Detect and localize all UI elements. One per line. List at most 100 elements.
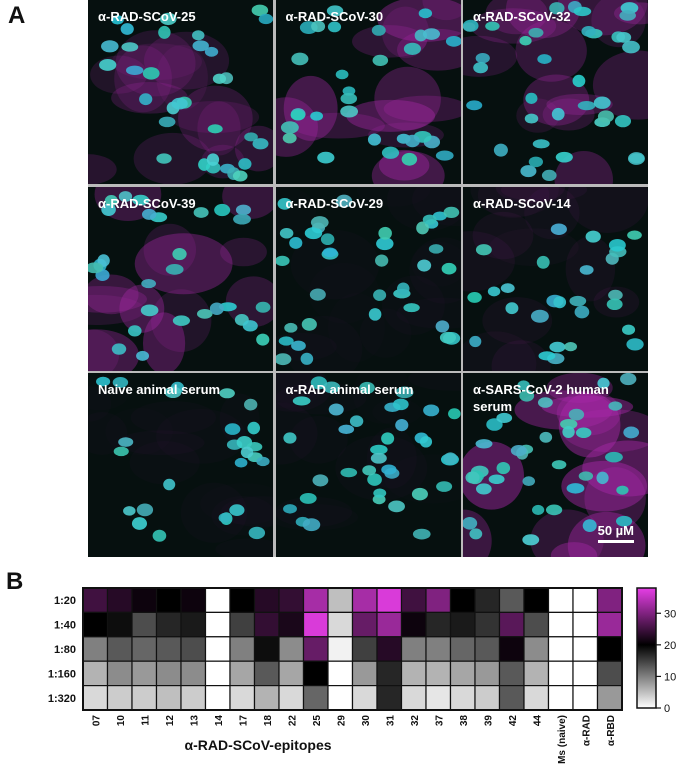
image-grid: α-RAD-SCoV-25 α-RAD-SCoV-30 α-RAD-SCoV-32 α…	[88, 0, 648, 557]
nucleus	[358, 381, 375, 394]
micrograph-image	[88, 186, 273, 371]
nucleus	[232, 170, 248, 182]
row-label: 1:320	[48, 693, 76, 705]
heatmap-cell	[547, 636, 574, 662]
nucleus	[532, 139, 550, 149]
stain	[225, 275, 273, 327]
scale-bar: 50 µM	[597, 523, 634, 543]
heatmap-cell	[131, 636, 158, 662]
nucleus	[387, 500, 405, 513]
nucleus	[299, 492, 317, 504]
nucleus	[320, 232, 334, 245]
heatmap-cell	[204, 636, 231, 662]
micrograph-image	[463, 186, 648, 371]
nucleus	[310, 215, 329, 229]
heatmap-cell	[302, 684, 329, 711]
nucleus	[256, 456, 270, 467]
nucleus	[538, 350, 556, 360]
column-label: 37	[434, 715, 445, 727]
heatmap-cell	[474, 660, 501, 687]
nucleus	[300, 352, 313, 365]
nucleus	[528, 156, 543, 168]
stain	[396, 28, 461, 71]
nucleus	[569, 295, 587, 306]
heatmap-cell	[106, 684, 133, 711]
nucleus	[337, 424, 354, 435]
nucleus	[111, 342, 127, 355]
heatmap-cell	[449, 684, 476, 711]
nucleus	[441, 262, 456, 275]
nucleus	[283, 322, 297, 333]
nucleus	[435, 319, 449, 333]
stain	[482, 296, 553, 344]
nucleus	[309, 288, 326, 301]
nucleus	[622, 40, 640, 54]
nucleus	[209, 301, 224, 315]
nucleus	[326, 5, 343, 17]
heatmap-cell	[547, 684, 574, 711]
heatmap-cell	[351, 660, 378, 687]
stain	[477, 186, 550, 218]
stain	[463, 330, 537, 371]
nucleus	[290, 340, 306, 351]
heatmap-cell	[498, 611, 525, 638]
nucleus	[392, 398, 409, 411]
heatmap-cell	[351, 611, 378, 638]
nucleus	[520, 165, 537, 178]
image-label: α-RAD-SCoV-39	[98, 195, 196, 211]
stain	[373, 66, 441, 131]
heatmap-cell	[596, 660, 623, 687]
nucleus	[614, 114, 631, 128]
heatmap-cell	[376, 611, 403, 638]
nucleus	[311, 474, 328, 487]
stain	[566, 186, 648, 233]
heatmap-cell	[498, 636, 525, 662]
heatmap-cell	[106, 587, 133, 613]
nucleus	[445, 35, 461, 47]
nucleus	[428, 243, 443, 254]
column-label: 30	[361, 715, 372, 727]
column-label: 14	[214, 715, 225, 727]
column-label: α-RBD	[606, 715, 617, 746]
nucleus	[396, 281, 410, 295]
column-label: 42	[508, 715, 519, 727]
heatmap-cell	[425, 587, 452, 613]
nucleus	[532, 504, 545, 515]
heatmap-cell	[131, 684, 158, 711]
nucleus	[549, 341, 566, 352]
nucleus	[524, 113, 539, 124]
nucleus	[623, 426, 640, 439]
nucleus	[560, 419, 578, 430]
nucleus	[368, 307, 381, 321]
micrograph: α-RAD-SCoV-25	[88, 0, 273, 184]
nucleus	[596, 471, 609, 485]
nucleus	[372, 288, 386, 301]
heatmap-cell	[302, 587, 329, 613]
heatmap-cell	[425, 636, 452, 662]
stain	[134, 232, 233, 294]
nucleus	[469, 335, 482, 347]
nucleus	[244, 398, 258, 411]
nucleus	[335, 194, 352, 208]
nucleus	[322, 381, 340, 394]
nucleus	[247, 421, 261, 435]
panel-label: A	[8, 2, 26, 29]
stain	[550, 542, 598, 557]
nucleus	[258, 13, 273, 25]
nucleus	[238, 158, 252, 170]
nucleus	[505, 301, 519, 314]
heatmap-cell	[449, 611, 476, 638]
colorbar-tick-label: 10	[664, 671, 676, 683]
nucleus	[608, 401, 623, 411]
nucleus	[622, 324, 636, 335]
heatmap-cell	[425, 660, 452, 687]
nucleus	[579, 264, 594, 275]
nucleus	[568, 408, 585, 421]
heatmap-cell	[572, 587, 599, 613]
stain	[371, 151, 445, 184]
stain	[470, 186, 559, 217]
heatmap-cell	[204, 684, 231, 711]
nucleus	[475, 53, 490, 64]
nucleus	[248, 526, 266, 540]
heatmap-cell	[376, 684, 403, 711]
